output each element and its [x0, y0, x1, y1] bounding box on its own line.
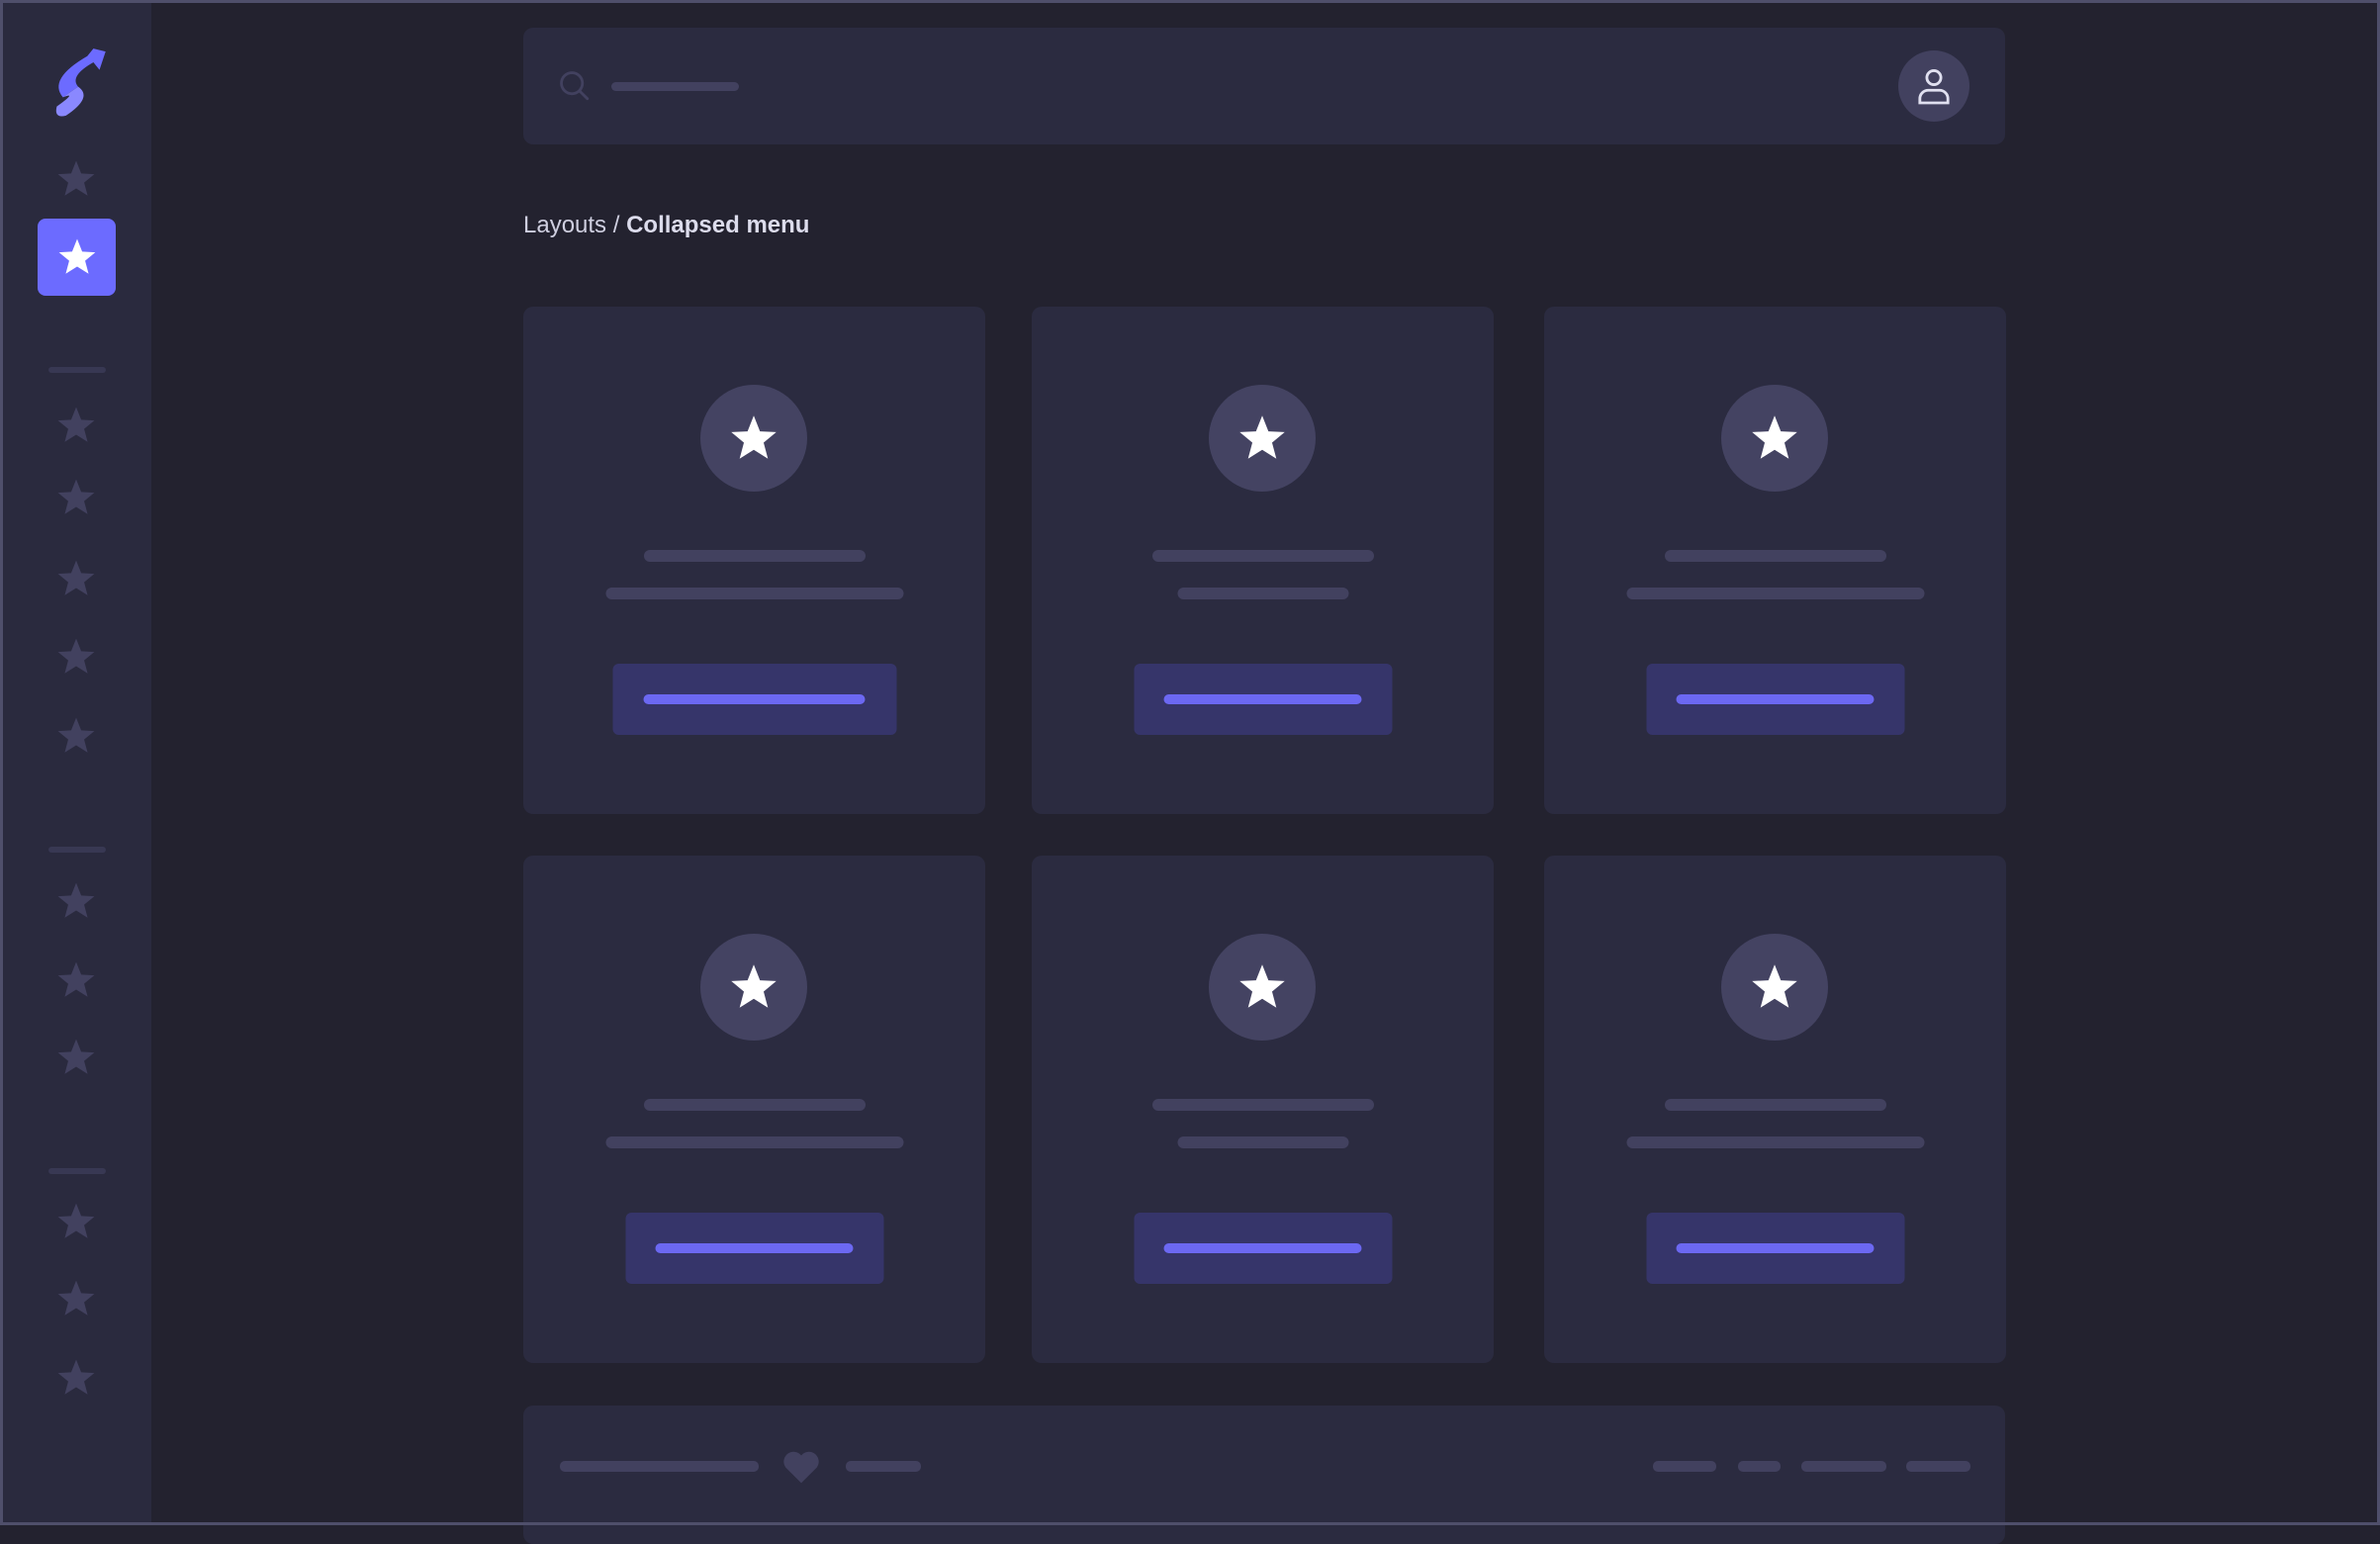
card-button-label [643, 694, 866, 704]
card-button[interactable] [1134, 664, 1392, 735]
star-icon[interactable] [55, 158, 97, 200]
star-icon[interactable] [55, 1201, 97, 1242]
search-input[interactable] [611, 82, 739, 91]
card-title [1664, 550, 1886, 562]
sidebar [0, 0, 151, 1525]
card-icon-circle [1209, 934, 1316, 1041]
breadcrumb-separator: / [606, 212, 627, 238]
star-icon [728, 961, 779, 1013]
card-button-label [1163, 694, 1362, 704]
card [523, 856, 985, 1363]
footer-link[interactable] [1653, 1461, 1716, 1472]
star-icon[interactable] [55, 1357, 97, 1399]
card [1544, 307, 2006, 814]
card-title [643, 550, 866, 562]
card-button[interactable] [625, 1213, 883, 1284]
search-icon[interactable] [558, 69, 592, 103]
footer-link[interactable] [1906, 1461, 1970, 1472]
top-bar [523, 28, 2005, 144]
footer-link[interactable] [1738, 1461, 1781, 1472]
card-subtitle [1177, 1136, 1348, 1148]
card-button-label [1676, 1243, 1875, 1253]
sidebar-item-active[interactable] [38, 219, 116, 296]
divider [48, 367, 106, 373]
star-icon [1236, 961, 1288, 1013]
footer-text [846, 1461, 921, 1472]
card-button-label [1163, 1243, 1362, 1253]
footer [523, 1406, 2005, 1544]
card [1544, 856, 2006, 1363]
card-button[interactable] [612, 664, 896, 735]
card [1032, 307, 1494, 814]
divider [48, 847, 106, 853]
star-icon[interactable] [55, 477, 97, 518]
card-subtitle [605, 1136, 903, 1148]
card-subtitle [605, 588, 903, 599]
card-title [1151, 550, 1374, 562]
card-title [643, 1099, 866, 1111]
star-icon[interactable] [55, 1278, 97, 1319]
breadcrumb: Layouts / Collapsed menu [523, 212, 809, 239]
star-icon [1749, 412, 1800, 464]
card-icon-circle [700, 934, 807, 1041]
heart-icon [783, 1451, 819, 1484]
avatar[interactable] [1898, 50, 1969, 122]
card-button-label [655, 1243, 854, 1253]
card [1032, 856, 1494, 1363]
card-button[interactable] [1646, 1213, 1904, 1284]
breadcrumb-parent[interactable]: Layouts [523, 212, 607, 238]
divider [48, 1168, 106, 1174]
star-icon[interactable] [55, 880, 97, 922]
footer-link[interactable] [1801, 1461, 1886, 1472]
star-icon[interactable] [55, 558, 97, 599]
card-title [1151, 1099, 1374, 1111]
star-icon [728, 412, 779, 464]
card-icon-circle [700, 385, 807, 492]
star-icon [56, 236, 98, 278]
card-icon-circle [1721, 934, 1828, 1041]
user-icon [1918, 69, 1950, 105]
star-icon [1749, 961, 1800, 1013]
card-button[interactable] [1646, 664, 1904, 735]
card-subtitle [1626, 588, 1924, 599]
footer-text [560, 1461, 759, 1472]
card [523, 307, 985, 814]
card-button-label [1676, 694, 1875, 704]
logo-icon[interactable] [47, 45, 109, 119]
star-icon[interactable] [55, 636, 97, 678]
star-icon [1236, 412, 1288, 464]
card-button[interactable] [1134, 1213, 1392, 1284]
card-icon-circle [1209, 385, 1316, 492]
star-icon[interactable] [55, 715, 97, 757]
star-icon[interactable] [55, 1037, 97, 1078]
card-icon-circle [1721, 385, 1828, 492]
star-icon[interactable] [55, 405, 97, 446]
breadcrumb-current: Collapsed menu [626, 212, 810, 238]
card-subtitle [1177, 588, 1348, 599]
card-title [1664, 1099, 1886, 1111]
star-icon[interactable] [55, 959, 97, 1001]
card-subtitle [1626, 1136, 1924, 1148]
